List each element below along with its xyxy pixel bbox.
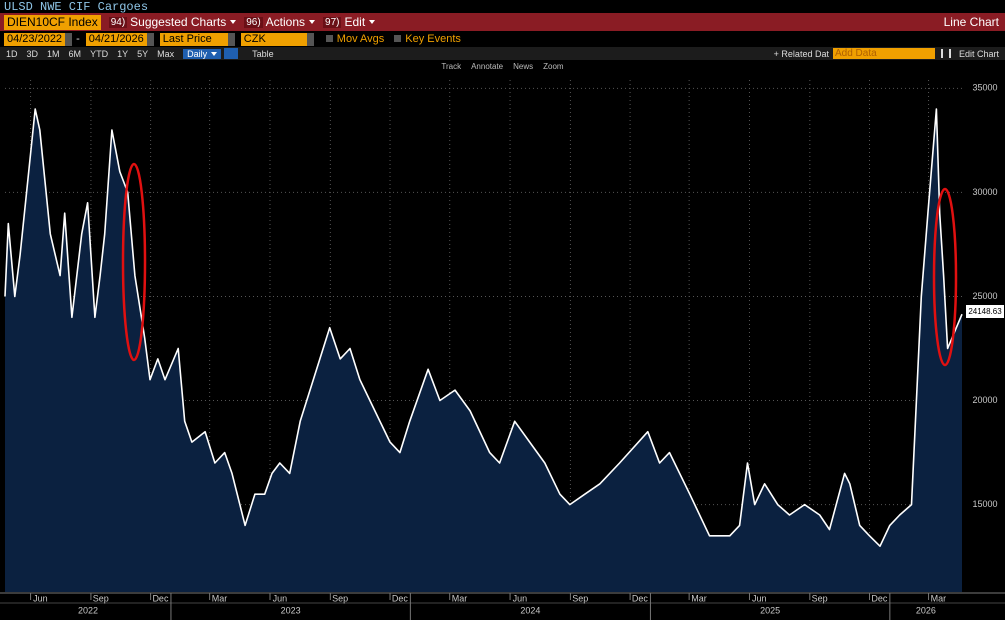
title-bar: ULSD NWE CIF Cargoes xyxy=(0,0,1005,13)
y-tick-label: 30000 xyxy=(972,187,997,197)
period[interactable]: Max xyxy=(157,48,175,59)
option[interactable]: Mov Avgs xyxy=(325,33,385,45)
x-tick-label: Jun xyxy=(273,593,288,603)
option-label: Key Events xyxy=(405,33,461,45)
checkbox[interactable] xyxy=(394,35,402,42)
y-tick-label: 15000 xyxy=(972,499,997,509)
period[interactable]: 5Y xyxy=(137,48,149,59)
x-tick-label: Sep xyxy=(93,593,109,603)
year-label: 2026 xyxy=(916,605,936,615)
x-tick-label: Dec xyxy=(871,593,888,603)
option[interactable]: Key Events xyxy=(394,33,461,45)
x-tick-label: Jun xyxy=(752,593,767,603)
y-tick-label: 35000 xyxy=(972,83,997,93)
caret xyxy=(211,52,218,57)
period-bar: 1D 3D 1M 6M YTD 1Y 5Y Max Daily Table + … xyxy=(0,47,1005,60)
currency[interactable]: CZK xyxy=(240,32,307,46)
caret xyxy=(230,20,237,24)
caret xyxy=(309,20,316,24)
x-tick-label: Mar xyxy=(212,593,228,603)
menu-number: 97) xyxy=(323,16,342,28)
menu-item[interactable]: Actions xyxy=(265,15,306,29)
related-data[interactable]: + Related Dat xyxy=(773,48,829,59)
year-label: 2023 xyxy=(281,605,301,615)
menu-item[interactable]: Edit xyxy=(344,15,366,29)
x-tick-label: Jun xyxy=(513,593,528,603)
menu-bar: DIEN10CF Index 94) Suggested Charts 96) Ac… xyxy=(0,13,1005,31)
tool[interactable]: Zoom xyxy=(543,62,564,71)
area-fill xyxy=(5,109,962,592)
x-tick-label: Mar xyxy=(452,593,468,603)
period[interactable]: 3D xyxy=(26,48,39,59)
chart-kind: Line Chart xyxy=(943,15,999,29)
edit-chart[interactable]: Edit Chart xyxy=(958,48,999,59)
checkbox[interactable] xyxy=(325,35,333,42)
highlight-ellipse xyxy=(121,162,147,362)
menu-number: 94) xyxy=(108,16,128,28)
x-tick-label: Jun xyxy=(33,593,48,603)
period[interactable]: 1D xyxy=(6,48,18,59)
x-tick-label: Dec xyxy=(632,593,649,603)
security-title: ULSD NWE CIF Cargoes xyxy=(4,0,149,13)
year-label: 2025 xyxy=(760,605,780,615)
add-data[interactable]: Add Data xyxy=(832,48,935,59)
last-price-label: 24148.63 xyxy=(966,305,1004,318)
field[interactable]: Last Price xyxy=(159,32,228,46)
dropdown[interactable] xyxy=(306,32,314,46)
x-tick-label: Sep xyxy=(572,593,588,603)
date-separator: - xyxy=(76,33,80,45)
caret xyxy=(369,20,376,24)
x-tick-label: Sep xyxy=(332,593,348,603)
x-tick-label: Mar xyxy=(931,593,947,603)
view[interactable]: Table xyxy=(252,48,274,59)
end-date[interactable]: 04/21/2026 xyxy=(85,32,147,46)
y-tick-label: 20000 xyxy=(972,395,997,405)
year-label: 2024 xyxy=(520,605,540,615)
menu-item[interactable]: Suggested Charts xyxy=(130,15,227,29)
frequency-label: Daily xyxy=(187,48,208,59)
x-tick-label: Dec xyxy=(392,593,409,603)
y-tick-label: 25000 xyxy=(972,291,997,301)
dropdown[interactable] xyxy=(65,32,73,46)
tool[interactable]: Track xyxy=(441,62,462,71)
x-tick-label: Sep xyxy=(812,593,828,603)
tool-bar: Track Annotate News Zoom xyxy=(0,60,1005,73)
collapse-icon[interactable] xyxy=(940,49,951,58)
tool[interactable]: Annotate xyxy=(471,62,504,71)
price-line xyxy=(4,108,963,547)
dropdown[interactable] xyxy=(146,32,154,46)
settings-bar: 04/23/2022 - 04/21/2026 Last Price CZK M… xyxy=(0,31,1005,47)
frequency[interactable]: Daily xyxy=(183,48,222,59)
x-tick-label: Dec xyxy=(152,593,169,603)
option-label: Mov Avgs xyxy=(336,33,385,45)
ticker[interactable]: DIEN10CF Index xyxy=(4,14,101,30)
plot-layer: 15000 20000 25000 30000 35000 Jun Sep Dec Mar Jun… xyxy=(4,80,998,620)
period[interactable]: 1M xyxy=(47,48,60,59)
start-date[interactable]: 04/23/2022 xyxy=(4,32,66,46)
menu-number: 96) xyxy=(244,16,263,28)
period[interactable]: 1Y xyxy=(117,48,129,59)
chart-icon[interactable] xyxy=(224,48,239,59)
year-label: 2022 xyxy=(78,605,98,615)
period[interactable]: 6M xyxy=(68,48,82,59)
x-tick-label: Mar xyxy=(691,593,707,603)
dropdown[interactable] xyxy=(227,32,235,46)
period[interactable]: YTD xyxy=(90,48,109,59)
tool[interactable]: News xyxy=(513,62,534,71)
highlight-ellipse xyxy=(932,187,958,367)
